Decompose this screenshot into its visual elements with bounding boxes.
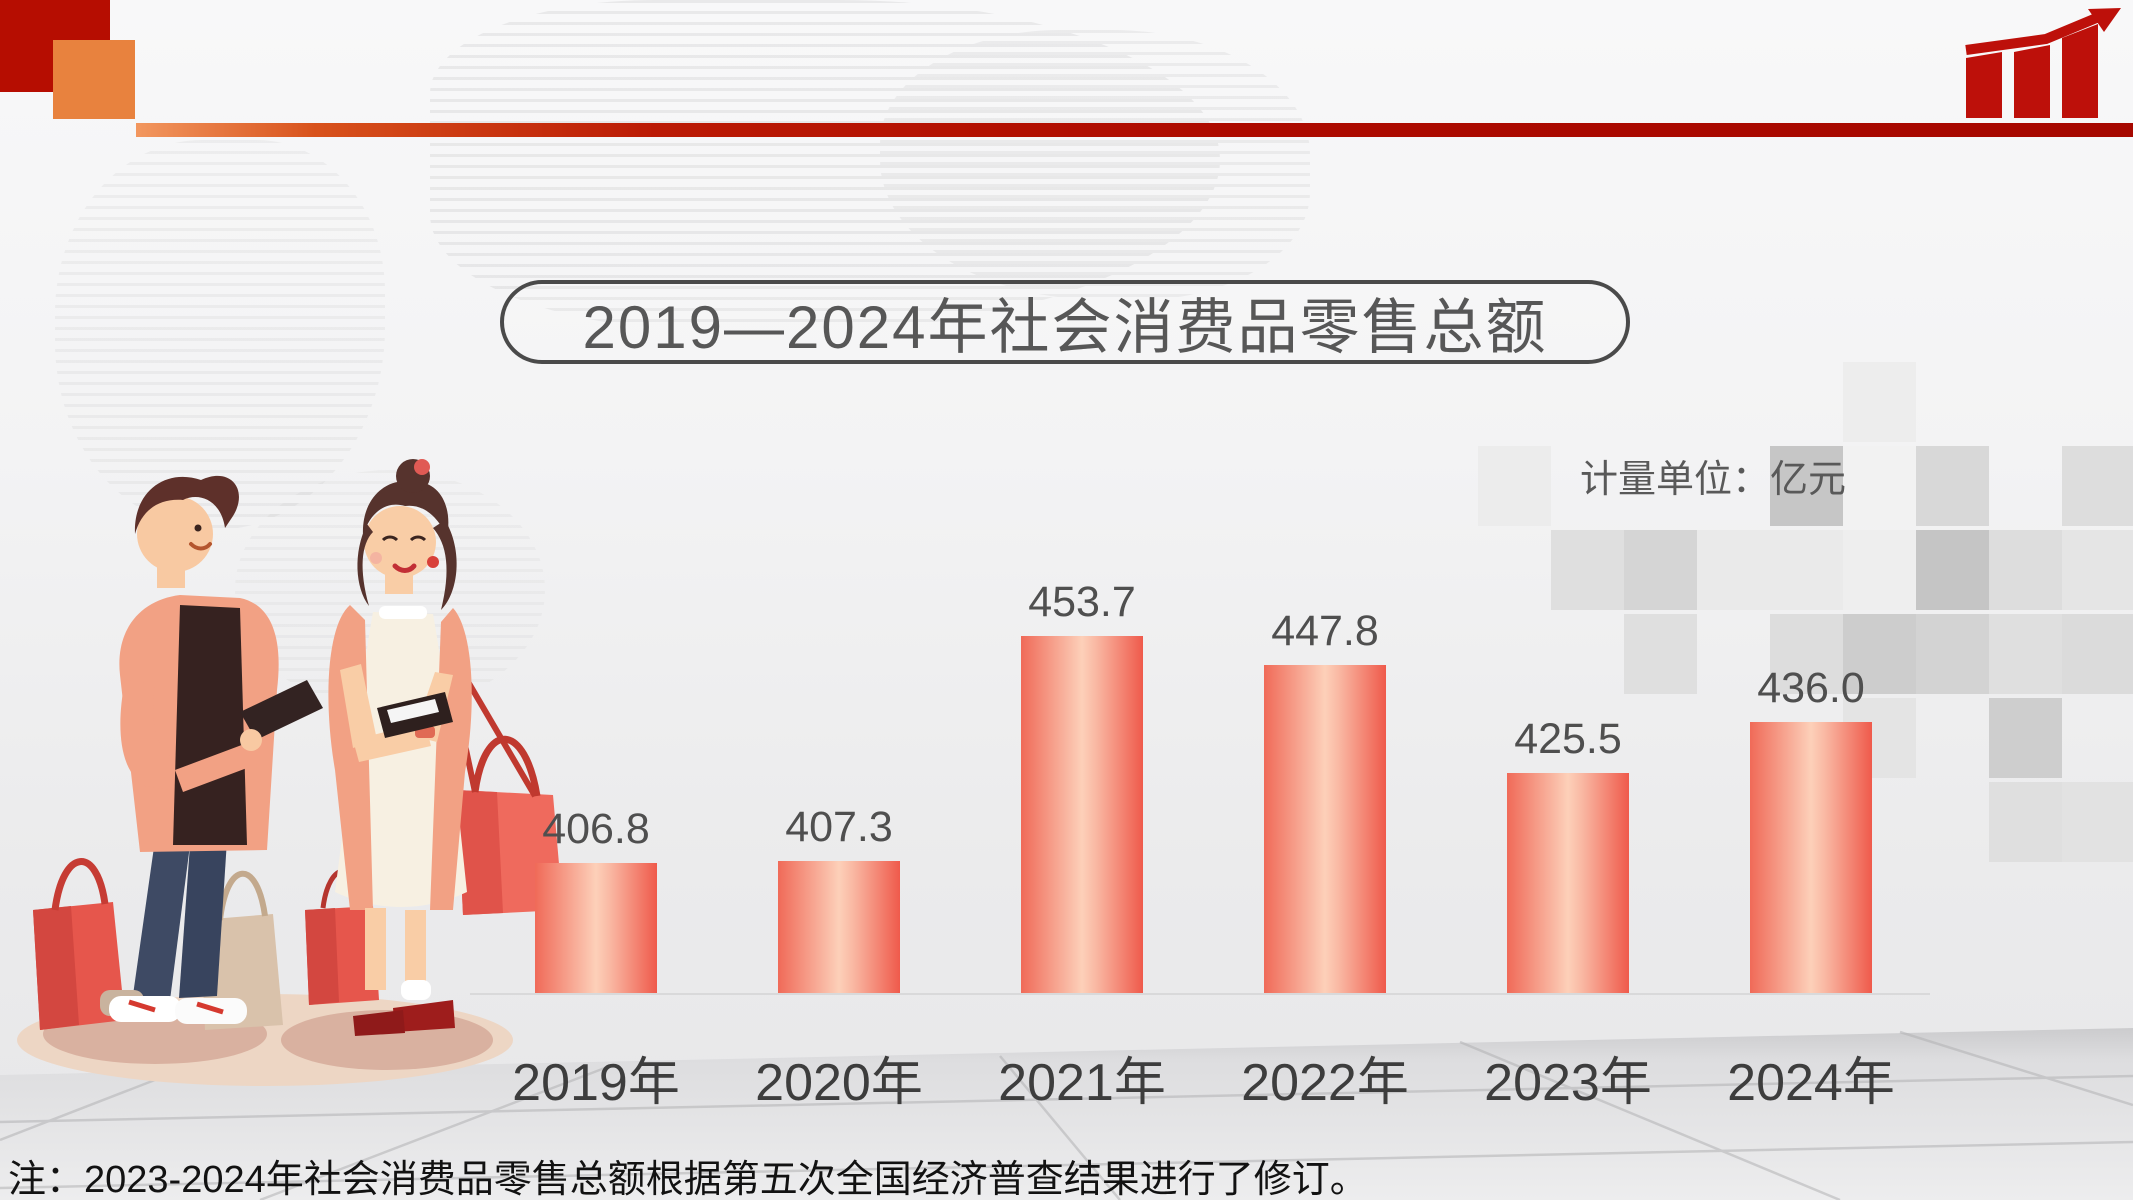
bar [1264, 665, 1386, 993]
bar [1021, 636, 1143, 993]
bar-value-label: 453.7 [1028, 578, 1136, 626]
man-figure [33, 475, 323, 1030]
mosaic-square [1478, 446, 1551, 526]
footnote: 注：2023-2024年社会消费品零售总额根据第五次全国经济普查结果进行了修订。 [8, 1159, 1368, 1200]
mosaic-square [1697, 530, 1770, 610]
mosaic-square [1843, 530, 1916, 610]
chart-baseline [470, 993, 1930, 995]
mosaic-square [2062, 782, 2133, 862]
mosaic-square [2062, 614, 2133, 694]
bar [778, 861, 900, 993]
bar-category-label: 2021年 [998, 1054, 1166, 1112]
mosaic-square [1989, 698, 2062, 778]
mosaic-square [1770, 446, 1843, 526]
mosaic-square [1843, 614, 1916, 694]
corner-orange-square [53, 40, 135, 119]
chart-title-box: 2019—2024年社会消费品零售总额 [500, 280, 1630, 364]
rising-bar-chart-arrow-icon [1965, 8, 2121, 118]
bar-value-label: 406.8 [542, 805, 650, 853]
world-map-texture [880, 30, 1310, 300]
bar-value-label: 407.3 [785, 803, 893, 851]
mosaic-square [2062, 446, 2133, 526]
header-gradient-band [136, 123, 2133, 137]
world-map-texture [55, 140, 385, 530]
bar-category-label: 2019年 [512, 1054, 680, 1112]
mosaic-square [1989, 614, 2062, 694]
unit-label: 计量单位：亿元 [1580, 459, 1847, 501]
bar-value-label: 436.0 [1757, 664, 1865, 712]
bar-category-label: 2024年 [1727, 1054, 1895, 1112]
mosaic-square [1770, 530, 1843, 610]
mosaic-square [2062, 530, 2133, 610]
mosaic-square [1916, 530, 1989, 610]
bar-category-label: 2023年 [1484, 1054, 1652, 1112]
bar-value-label: 447.8 [1271, 607, 1379, 655]
bar [1750, 722, 1872, 993]
mosaic-square [1843, 446, 1916, 526]
bar-category-label: 2020年 [755, 1054, 923, 1112]
mosaic-square [1843, 362, 1916, 442]
world-map-texture [430, 0, 1220, 330]
mosaic-square [1916, 614, 1989, 694]
bar-value-label: 425.5 [1514, 715, 1622, 763]
shoppers-illustration [17, 459, 563, 1086]
mosaic-square [1551, 530, 1624, 610]
mosaic-square [1770, 614, 1843, 694]
mosaic-square [1989, 782, 2062, 862]
chart-title: 2019—2024年社会消费品零售总额 [582, 293, 1548, 361]
mosaic-square [1624, 614, 1697, 694]
mosaic-square [1624, 530, 1697, 610]
bar [1507, 773, 1629, 993]
mosaic-square [1916, 446, 1989, 526]
bar [535, 863, 657, 993]
mosaic-square [1989, 530, 2062, 610]
bar-category-label: 2022年 [1241, 1054, 1409, 1112]
woman-figure [305, 459, 563, 1036]
